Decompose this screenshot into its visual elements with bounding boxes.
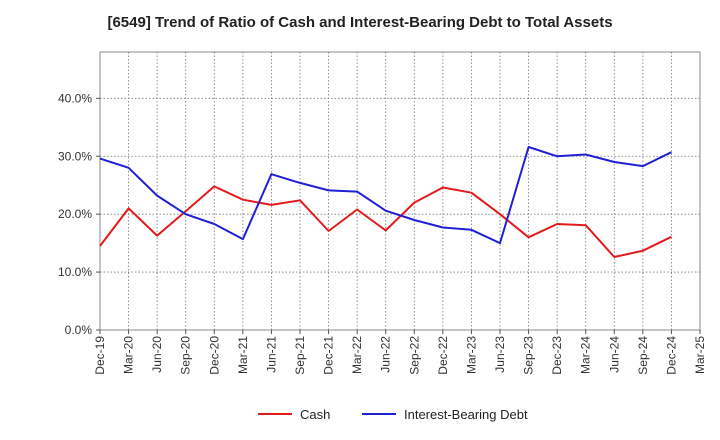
x-tick-label: Jun-21 — [264, 336, 278, 373]
x-tick-label: Jun-20 — [150, 336, 164, 373]
x-tick-label: Jun-24 — [607, 336, 621, 373]
y-tick-label: 10.0% — [58, 265, 92, 279]
series-line-interest-bearing-debt — [99, 146, 672, 245]
x-tick-label: Dec-23 — [550, 336, 564, 375]
y-tick-label: 20.0% — [58, 207, 92, 221]
x-tick-label: Sep-20 — [179, 336, 193, 375]
x-tick-label: Dec-19 — [93, 336, 107, 375]
y-tick-label: 0.0% — [65, 323, 93, 337]
x-tick-label: Dec-24 — [664, 336, 678, 375]
x-axis-ticks: Dec-19 Mar-20 Jun-20 Sep-20 Dec-20 Mar-21 Jun-… — [93, 330, 707, 375]
grid — [100, 52, 700, 330]
y-tick-label: 30.0% — [58, 149, 92, 163]
x-tick-label: Mar-20 — [122, 336, 136, 374]
x-tick-label: Dec-20 — [207, 336, 221, 375]
x-tick-label: Sep-21 — [293, 336, 307, 375]
x-tick-label: Mar-21 — [236, 336, 250, 374]
series-lines — [99, 146, 672, 258]
x-tick-label: Jun-23 — [493, 336, 507, 373]
series-line-cash — [99, 185, 672, 258]
x-tick-label: Mar-25 — [693, 336, 707, 374]
x-tick-label: Jun-22 — [379, 336, 393, 373]
chart-title: [6549] Trend of Ratio of Cash and Intere… — [107, 14, 613, 31]
x-tick-label: Dec-21 — [322, 336, 336, 375]
x-tick-label: Sep-22 — [407, 336, 421, 375]
legend: Cash Interest-Bearing Debt — [258, 407, 528, 422]
x-tick-label: Mar-22 — [350, 336, 364, 374]
x-tick-label: Mar-23 — [464, 336, 478, 374]
legend-label: Interest-Bearing Debt — [404, 407, 528, 422]
x-tick-label: Sep-24 — [636, 336, 650, 375]
x-tick-label: Mar-24 — [579, 336, 593, 374]
legend-label: Cash — [300, 407, 330, 422]
y-tick-label: 40.0% — [58, 91, 92, 105]
y-axis-ticks: 0.0% 10.0% 20.0% 30.0% 40.0% — [58, 91, 100, 337]
plot-area — [99, 51, 701, 331]
x-tick-label: Dec-22 — [436, 336, 450, 375]
x-tick-label: Sep-23 — [522, 336, 536, 375]
